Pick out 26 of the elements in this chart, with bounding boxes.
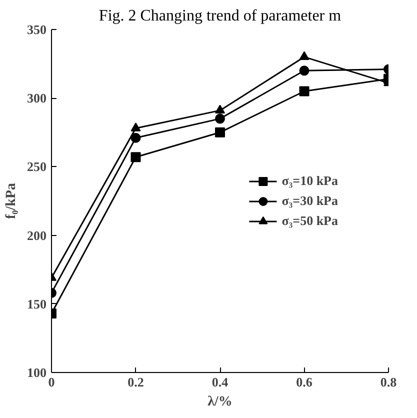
x-tick-label: 0.6 [296, 374, 313, 390]
y-tick-label: 150 [27, 296, 46, 312]
point [130, 152, 141, 162]
point [299, 51, 310, 60]
legend-label: σ₃=30 kPa [282, 192, 338, 208]
x-tick-label: 0 [48, 374, 55, 390]
point [215, 104, 225, 114]
y-tick-label: 100 [27, 365, 46, 380]
point [130, 122, 141, 132]
y-tick-label: 200 [27, 228, 46, 243]
point [299, 86, 310, 96]
legend-label: σ₃=10 kPa [282, 172, 338, 188]
point [215, 127, 225, 138]
x-axis-title: λ/% [208, 394, 232, 410]
x-tick-label: 0.8 [380, 374, 398, 390]
y-tick-label: 250 [27, 159, 46, 174]
y-axis-title: f₀/kPa [4, 182, 19, 220]
x-tick-label: 0.4 [212, 374, 229, 390]
point [299, 66, 310, 76]
point [130, 132, 141, 143]
y-tick-label: 350 [27, 22, 46, 37]
y-tick-label: 300 [27, 90, 46, 106]
legend-label: σ₃=50 kPa [282, 212, 338, 228]
x-tick-label: 0.2 [128, 374, 144, 390]
point [215, 114, 225, 124]
chart-title: Fig. 2 Changing trend of parameter m [98, 8, 342, 24]
